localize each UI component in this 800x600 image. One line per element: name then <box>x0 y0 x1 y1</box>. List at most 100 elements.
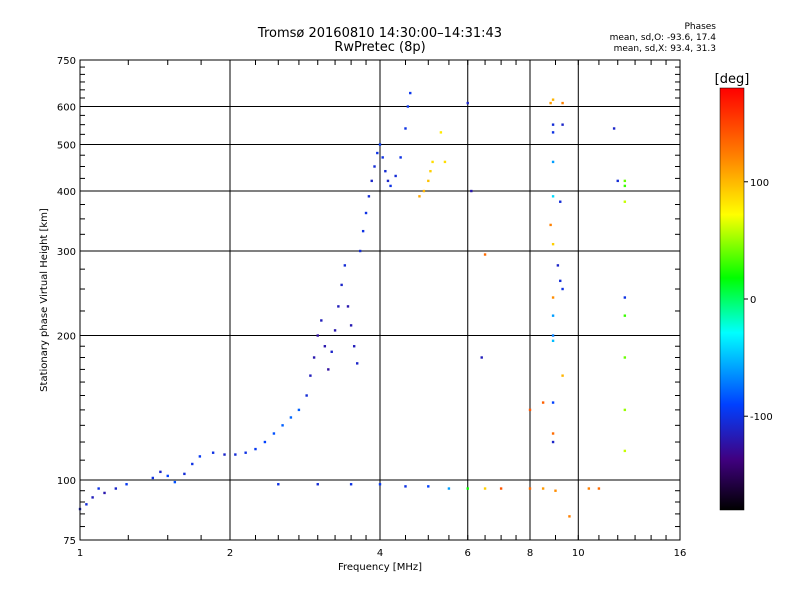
data-point <box>623 296 627 299</box>
data-point <box>597 487 601 490</box>
phase-stats: Phases mean, sd,O: -93.6, 17.4 mean, sd,… <box>596 22 716 55</box>
y-tick-label: 500 <box>57 141 76 152</box>
data-point <box>349 483 353 486</box>
data-point <box>551 98 555 101</box>
data-point <box>561 374 564 377</box>
data-point <box>337 305 340 308</box>
data-point <box>114 487 118 490</box>
data-point <box>549 223 552 227</box>
colorbar-ticks: 100 0 -100 <box>744 178 773 423</box>
data-point <box>551 160 555 164</box>
x-tick-label: 2 <box>227 548 233 559</box>
data-point <box>551 334 555 337</box>
data-point <box>551 123 555 126</box>
data-point <box>370 179 373 183</box>
data-point <box>309 374 312 377</box>
x-tick-labels: 1 2 4 6 8 10 16 <box>77 548 687 559</box>
data-point <box>541 487 545 490</box>
y-tick-label: 75 <box>63 536 76 547</box>
data-point <box>404 485 407 488</box>
data-point <box>483 253 487 256</box>
data-point <box>151 476 155 480</box>
data-point <box>551 314 555 317</box>
phase-stats-heading: Phases <box>684 22 716 32</box>
data-point <box>340 283 343 287</box>
data-point <box>466 487 469 490</box>
phase-stats-o-row: mean, sd,O: -93.6, 17.4 <box>596 33 716 44</box>
y-tick-label: 100 <box>57 476 76 487</box>
data-point <box>561 101 564 105</box>
data-point <box>466 101 469 105</box>
data-point <box>561 123 564 126</box>
data-point <box>429 169 432 173</box>
data-point <box>103 491 106 495</box>
data-point <box>373 165 376 168</box>
data-point <box>361 229 365 233</box>
data-point <box>277 483 280 486</box>
phase-stats-o-value: -93.6, 17.4 <box>666 33 716 43</box>
data-point <box>551 401 555 404</box>
data-point <box>470 189 473 193</box>
data-point <box>439 131 443 134</box>
data-point <box>568 515 571 518</box>
data-point <box>549 101 552 105</box>
data-point <box>166 474 169 478</box>
y-axis-label: Stationary phase Virtual Height [km] <box>39 208 50 392</box>
x-tick-label: 1 <box>77 548 83 559</box>
data-point <box>312 356 316 359</box>
colorbar-tick-label: 0 <box>750 295 756 306</box>
data-point <box>431 160 434 164</box>
colorbar-tick-label: -100 <box>750 412 773 423</box>
data-point <box>198 455 202 458</box>
chart-subtitle: RwPretec (8p) <box>334 40 426 55</box>
y-tick-label: 300 <box>57 247 76 258</box>
colorbar-gradient <box>719 87 745 511</box>
data-point <box>623 184 627 188</box>
data-point <box>612 127 616 130</box>
data-point <box>305 394 308 397</box>
grid <box>80 60 680 540</box>
data-point <box>443 160 447 164</box>
data-point <box>125 483 128 486</box>
data-point <box>551 296 555 299</box>
data-point <box>211 451 215 454</box>
phase-stats-o-label: mean, sd,O: <box>609 33 665 43</box>
data-point <box>559 200 562 203</box>
data-point <box>159 470 162 474</box>
data-point <box>384 169 387 173</box>
data-point <box>343 264 347 267</box>
data-point <box>376 151 379 155</box>
data-point <box>358 249 362 253</box>
data-point <box>427 485 430 488</box>
data-point <box>323 345 327 348</box>
data-point <box>623 449 627 453</box>
data-point <box>364 211 368 215</box>
data-point <box>272 432 276 435</box>
data-point <box>349 324 353 327</box>
y-tick-labels: 75 100 200 300 400 500 600 750 <box>57 56 76 547</box>
data-point <box>234 453 237 456</box>
data-point <box>447 487 451 490</box>
data-point <box>559 279 562 283</box>
data-point <box>623 200 627 203</box>
data-point <box>623 356 627 359</box>
data-point <box>254 447 257 451</box>
colorbar-label: [deg] <box>715 72 750 87</box>
x-tick-label: 16 <box>674 548 687 559</box>
data-point <box>297 408 301 412</box>
data-points <box>78 91 627 518</box>
data-point <box>551 440 555 444</box>
data-point <box>330 350 333 353</box>
data-point <box>223 453 226 456</box>
data-point <box>528 487 532 490</box>
data-point <box>91 496 94 499</box>
data-point <box>320 319 323 322</box>
data-point <box>333 329 337 332</box>
data-point <box>623 408 627 412</box>
data-point <box>281 424 284 427</box>
data-point <box>352 345 356 348</box>
data-point <box>551 131 555 134</box>
data-point <box>551 195 555 198</box>
x-axis-label: Frequency [MHz] <box>338 562 422 573</box>
data-point <box>378 483 382 486</box>
